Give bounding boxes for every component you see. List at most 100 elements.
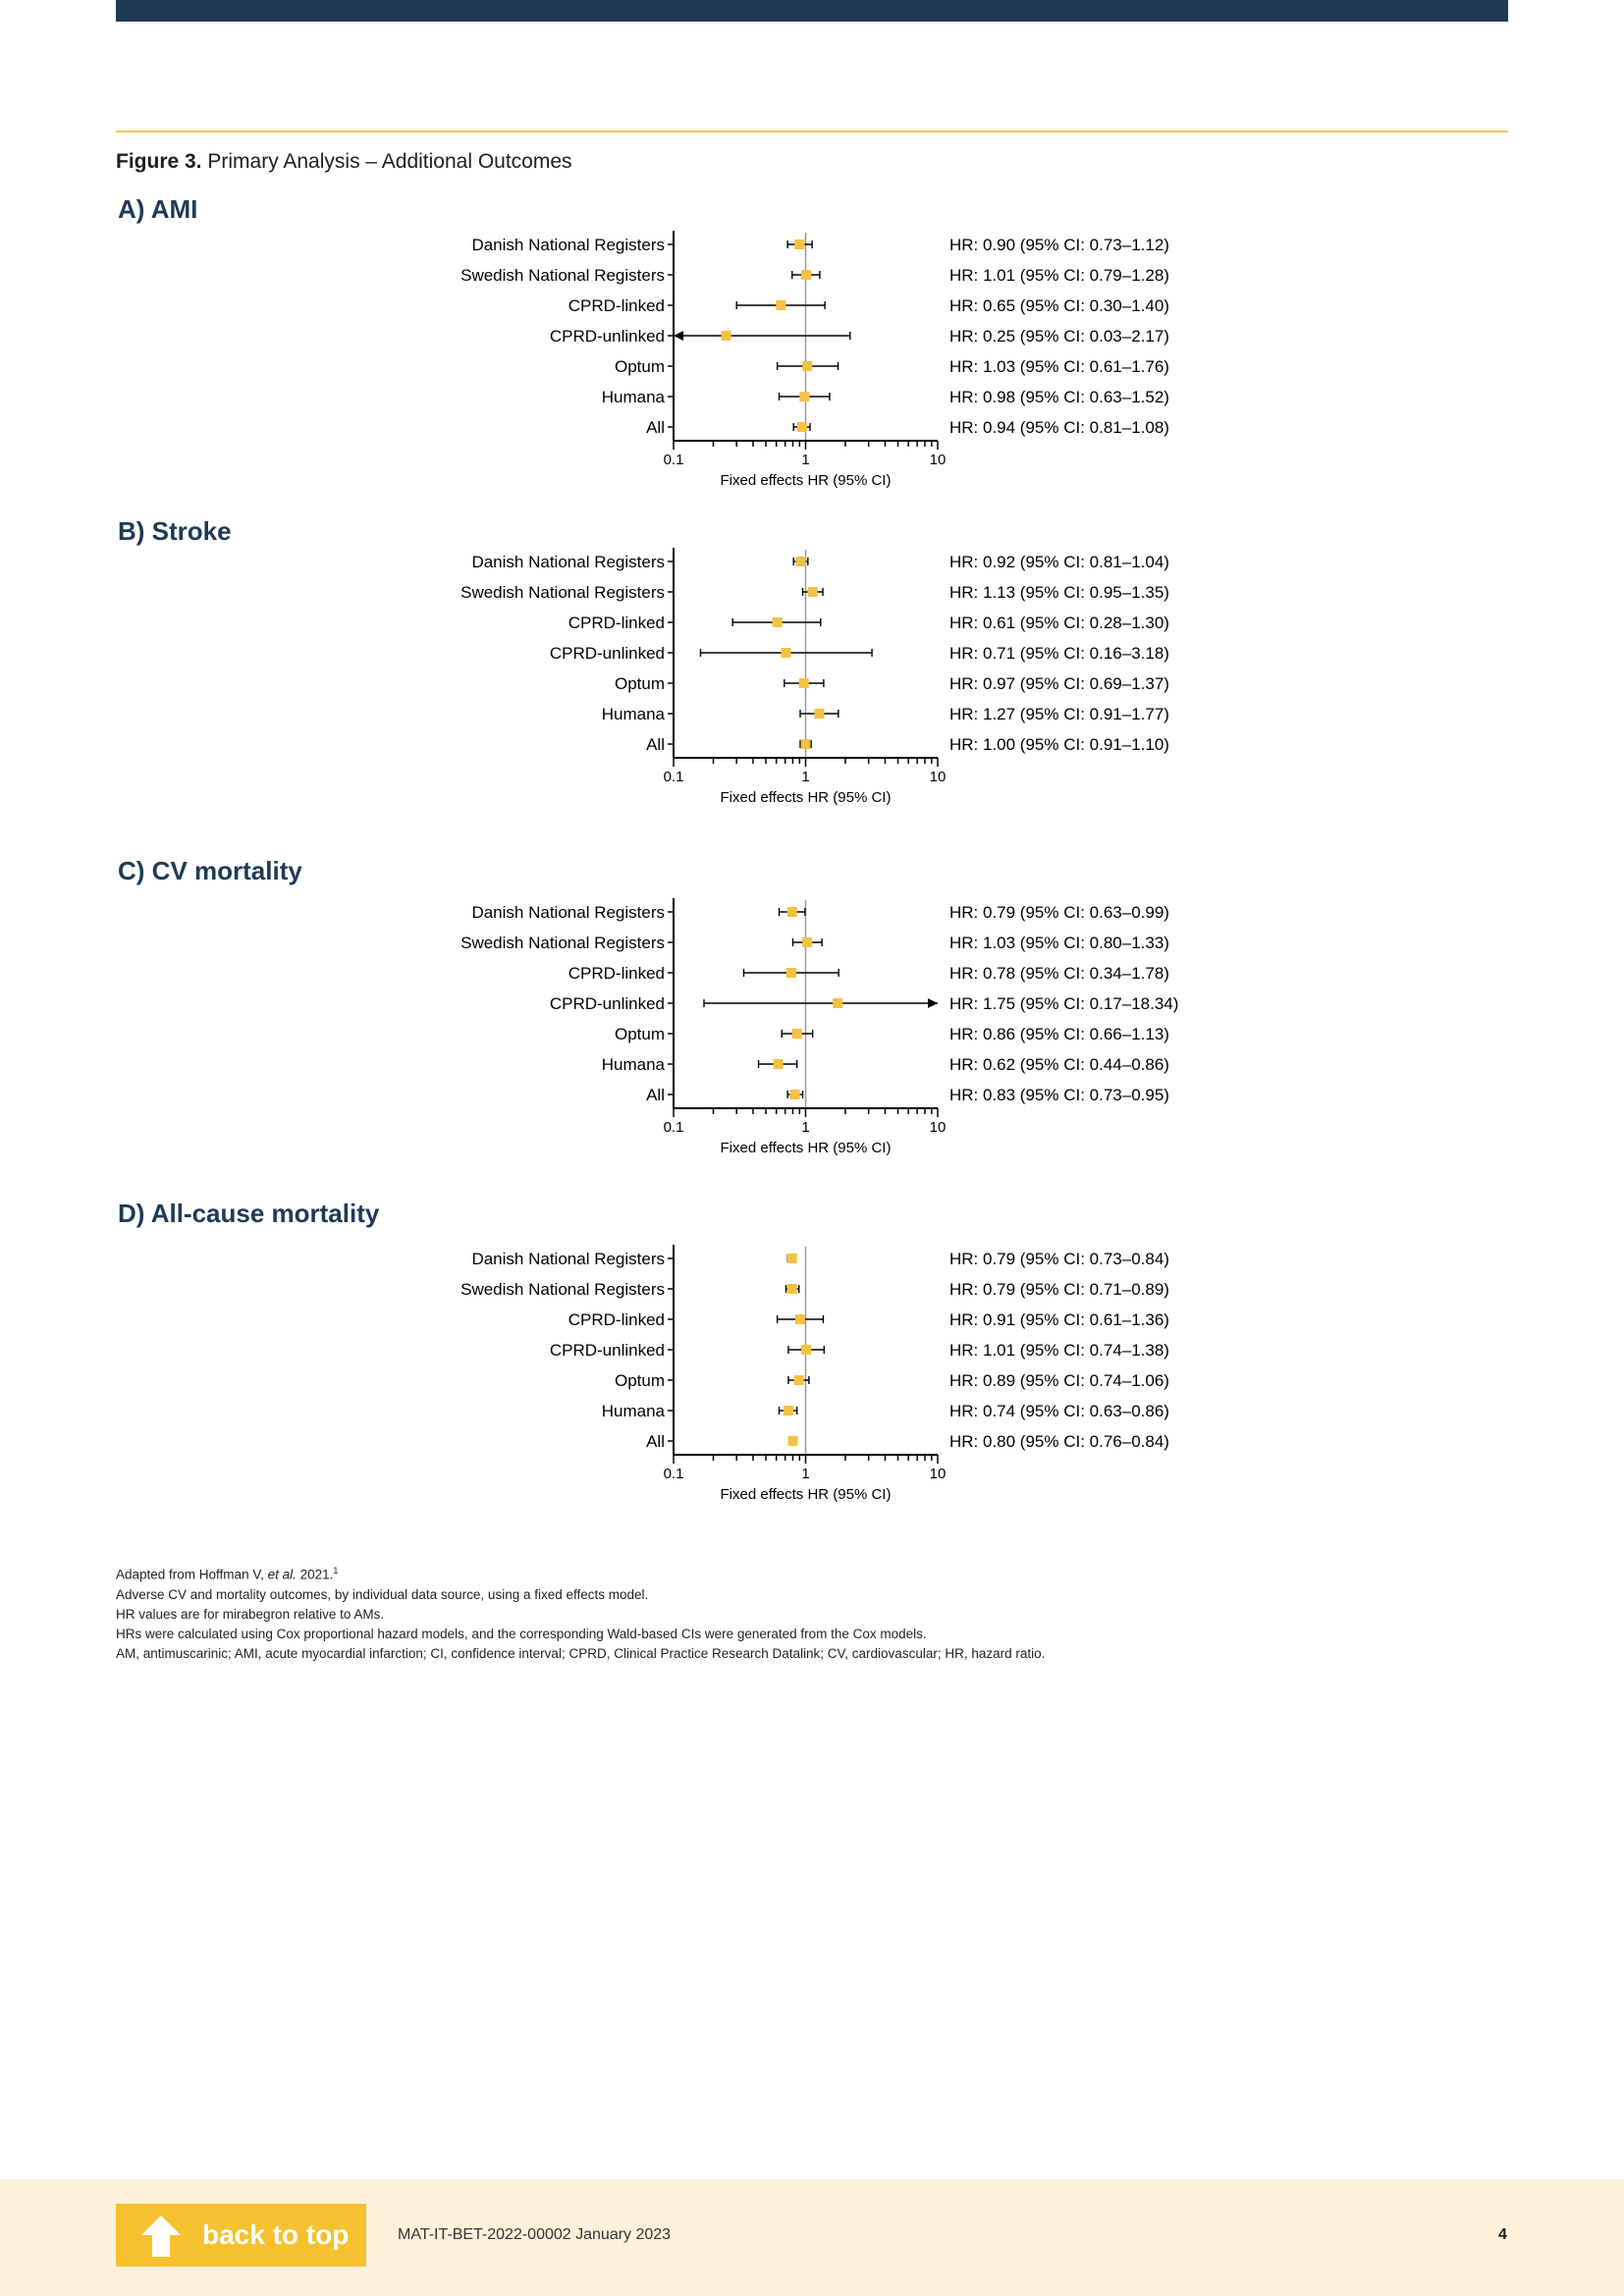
x-tick-label: 0.1: [664, 769, 684, 785]
x-tick-label: 0.1: [664, 452, 684, 468]
hr-label: HR: 0.98 (95% CI: 0.63–1.52): [949, 388, 1169, 406]
hr-label: HR: 0.78 (95% CI: 0.34–1.78): [949, 964, 1169, 983]
hr-point: [794, 1314, 805, 1324]
x-tick-label: 1: [801, 1466, 809, 1482]
hr-point: [802, 937, 813, 947]
panel-a-heading: A) AMI: [118, 194, 197, 225]
hr-point: [807, 587, 818, 597]
hr-label: HR: 0.61 (95% CI: 0.28–1.30): [949, 614, 1169, 632]
forest-plot-cv-mortality: 0.1 1 10 Fixed effects HR (95% CI) Danish Na…: [460, 898, 1178, 1156]
category-label: CPRD-unlinked: [550, 327, 665, 346]
hr-label: HR: 1.03 (95% CI: 0.80–1.33): [949, 934, 1169, 952]
category-label: CPRD-linked: [568, 964, 665, 983]
ci-arrow-left: [674, 331, 683, 341]
hr-point: [799, 392, 810, 401]
hr-point: [798, 678, 809, 688]
note-source: Adapted from Hoffman V, et al. 2021.1: [116, 1566, 339, 1582]
category-label: All: [646, 1432, 665, 1451]
hr-label: HR: 1.75 (95% CI: 0.17–18.34): [949, 994, 1178, 1013]
category-label: Swedish National Registers: [460, 1280, 665, 1299]
category-label: All: [646, 1086, 665, 1104]
x-tick-label: 0.1: [664, 1466, 684, 1482]
x-axis-label: Fixed effects HR (95% CI): [721, 472, 892, 489]
note-methods: HRs were calculated using Cox proportion…: [116, 1626, 927, 1641]
category-label: CPRD-unlinked: [550, 644, 665, 663]
hr-point: [776, 300, 786, 310]
hr-point: [786, 1254, 797, 1263]
hr-point: [786, 907, 797, 917]
panel-b-heading: B) Stroke: [118, 516, 232, 547]
panel-d-letter: D): [118, 1199, 145, 1228]
hr-label: HR: 0.91 (95% CI: 0.61–1.36): [949, 1310, 1169, 1329]
forest-plot-ami: 0.1 1 10 Fixed effects HR (95% CI) Danish Na…: [460, 231, 1169, 489]
figure-notes: Adapted from Hoffman V, et al. 2021.1 Ad…: [116, 1561, 1045, 1664]
back-to-top-button[interactable]: back to top: [116, 2204, 366, 2267]
hr-point: [787, 1436, 798, 1446]
x-tick-label: 1: [801, 769, 809, 785]
hr-label: HR: 0.65 (95% CI: 0.30–1.40): [949, 296, 1169, 315]
category-label: Humana: [602, 1055, 666, 1074]
hr-label: HR: 1.13 (95% CI: 0.95–1.35): [949, 583, 1169, 602]
back-to-top-label: back to top: [202, 2219, 350, 2250]
hr-label: HR: 1.01 (95% CI: 0.74–1.38): [949, 1341, 1169, 1360]
category-label: Danish National Registers: [471, 903, 665, 922]
hr-label: HR: 0.79 (95% CI: 0.71–0.89): [949, 1280, 1169, 1299]
panel-b-letter: B): [118, 516, 145, 546]
hr-label: HR: 1.27 (95% CI: 0.91–1.77): [949, 705, 1169, 723]
hr-point: [796, 422, 807, 432]
hr-label: HR: 0.79 (95% CI: 0.73–0.84): [949, 1250, 1169, 1268]
x-axis-label: Fixed effects HR (95% CI): [721, 789, 892, 806]
top-banner: [116, 0, 1508, 22]
x-axis-label: Fixed effects HR (95% CI): [721, 1140, 892, 1156]
hr-label: HR: 1.00 (95% CI: 0.91–1.10): [949, 735, 1169, 754]
hr-label: HR: 0.62 (95% CI: 0.44–0.86): [949, 1055, 1169, 1074]
category-label: Danish National Registers: [471, 1250, 665, 1268]
category-label: Optum: [615, 674, 665, 693]
hr-point: [795, 557, 806, 566]
x-tick-label: 10: [930, 1466, 947, 1482]
hr-label: HR: 0.89 (95% CI: 0.74–1.06): [949, 1371, 1169, 1390]
category-label: Danish National Registers: [471, 236, 665, 254]
hr-point: [794, 240, 805, 249]
hr-label: HR: 0.92 (95% CI: 0.81–1.04): [949, 553, 1169, 571]
hr-point: [793, 1375, 804, 1385]
hr-label: HR: 1.03 (95% CI: 0.61–1.76): [949, 357, 1169, 376]
x-axis-label: Fixed effects HR (95% CI): [721, 1486, 892, 1503]
figure-number: Figure 3.: [116, 150, 202, 173]
hr-label: HR: 0.86 (95% CI: 0.66–1.13): [949, 1025, 1169, 1043]
hr-point: [802, 361, 813, 371]
x-tick-label: 10: [930, 452, 947, 468]
panel-d-title: All-cause mortality: [150, 1199, 380, 1228]
hr-point: [801, 270, 812, 280]
panel-d-heading: D) All-cause mortality: [118, 1199, 379, 1229]
hr-point: [781, 648, 791, 658]
panel-c-letter: C): [118, 856, 145, 885]
x-tick-label: 0.1: [664, 1119, 684, 1136]
hr-point: [800, 739, 811, 749]
category-label: CPRD-unlinked: [550, 994, 665, 1013]
panel-a-letter: A): [118, 194, 145, 224]
hr-label: HR: 0.80 (95% CI: 0.76–0.84): [949, 1432, 1169, 1451]
hr-label: HR: 0.97 (95% CI: 0.69–1.37): [949, 674, 1169, 693]
hr-point: [772, 617, 783, 627]
x-tick-label: 10: [930, 1119, 947, 1136]
note-description: Adverse CV and mortality outcomes, by in…: [116, 1586, 649, 1602]
hr-point: [833, 998, 843, 1008]
hr-point: [791, 1029, 802, 1039]
hr-point: [801, 1345, 812, 1355]
category-label: CPRD-linked: [568, 296, 665, 315]
hr-point: [786, 1284, 797, 1294]
hr-label: HR: 0.90 (95% CI: 0.73–1.12): [949, 236, 1169, 254]
category-label: All: [646, 735, 665, 754]
figure-title: Figure 3. Primary Analysis – Additional …: [116, 150, 572, 174]
panel-c-heading: C) CV mortality: [118, 856, 302, 886]
hr-point: [785, 968, 796, 978]
ci-arrow-right: [928, 998, 938, 1008]
hr-label: HR: 1.01 (95% CI: 0.79–1.28): [949, 266, 1169, 285]
hr-label: HR: 0.94 (95% CI: 0.81–1.08): [949, 418, 1169, 437]
page-number: 4: [1498, 2226, 1507, 2243]
category-label: CPRD-linked: [568, 614, 665, 632]
hr-point: [814, 709, 825, 719]
category-label: All: [646, 418, 665, 437]
category-label: Humana: [602, 705, 666, 723]
